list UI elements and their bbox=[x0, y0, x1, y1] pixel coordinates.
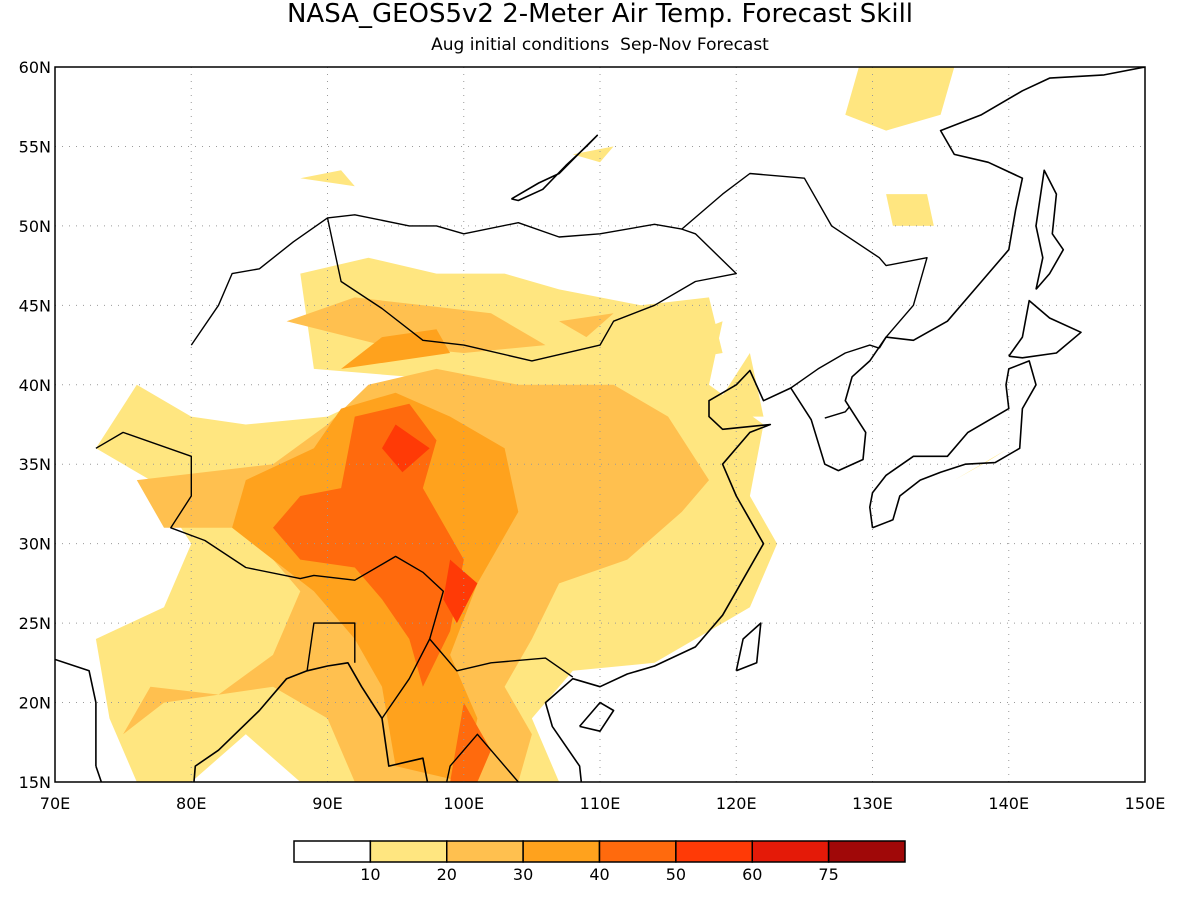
colorbar-label: 30 bbox=[513, 865, 533, 884]
skill-region-level-4 bbox=[273, 403, 464, 687]
coastline bbox=[868, 360, 1037, 529]
plot-frame bbox=[54, 66, 1146, 783]
lat-tick-label: 45N bbox=[19, 296, 51, 315]
lat-tick-label: 55N bbox=[19, 137, 51, 156]
country-border bbox=[445, 733, 520, 782]
coastline bbox=[578, 701, 615, 733]
lat-tick-label: 30N bbox=[19, 535, 51, 554]
coastline bbox=[1035, 169, 1065, 290]
skill-region-level-1 bbox=[300, 170, 355, 187]
colorbar-swatch bbox=[369, 840, 448, 863]
coastline bbox=[735, 622, 762, 672]
colorbar-label: 75 bbox=[818, 865, 838, 884]
skill-region-level-1 bbox=[954, 448, 1009, 481]
colorbar-label: 10 bbox=[360, 865, 380, 884]
colorbar-swatch bbox=[522, 840, 601, 863]
country-border bbox=[790, 344, 880, 389]
lon-tick-label: 90E bbox=[312, 794, 342, 813]
skill-region-level-2 bbox=[286, 297, 546, 353]
lon-tick-label: 130E bbox=[852, 794, 893, 813]
lat-tick-label: 35N bbox=[19, 455, 51, 474]
skill-region-level-5 bbox=[382, 424, 430, 473]
coastline bbox=[55, 623, 97, 767]
coastline-layer bbox=[55, 67, 1145, 782]
lon-tick-label: 140E bbox=[988, 794, 1029, 813]
coastline bbox=[1008, 299, 1082, 359]
country-border bbox=[306, 622, 356, 671]
colorbar-swatch bbox=[675, 840, 754, 863]
country-border bbox=[381, 638, 431, 719]
country-border bbox=[190, 172, 928, 349]
lon-tick-label: 150E bbox=[1125, 794, 1166, 813]
longitude-tick-labels: 70E 80E 90E 100E 110E 120E 130E 140E 150E bbox=[40, 794, 1166, 813]
lat-tick-label: 40N bbox=[19, 376, 51, 395]
colorbar-label: 50 bbox=[666, 865, 686, 884]
skill-shading-layer bbox=[95, 67, 1009, 782]
map-subtitle: Aug initial conditions Sep-Nov Forecast bbox=[431, 35, 769, 55]
coastline bbox=[510, 134, 599, 202]
coastline bbox=[95, 67, 1145, 782]
country-border bbox=[326, 217, 737, 362]
colorbar: 10 20 30 40 50 60 75 bbox=[293, 840, 906, 884]
country-border bbox=[95, 431, 574, 678]
map-title: NASA_GEOS5v2 2-Meter Air Temp. Forecast … bbox=[287, 0, 913, 29]
colorbar-swatch bbox=[751, 840, 830, 863]
lon-tick-label: 100E bbox=[443, 794, 484, 813]
colorbar-label: 40 bbox=[589, 865, 609, 884]
colorbar-swatch bbox=[293, 840, 372, 863]
lat-tick-label: 60N bbox=[19, 58, 51, 77]
colorbar-label: 20 bbox=[437, 865, 457, 884]
skill-region-level-5 bbox=[443, 559, 478, 624]
colorbar-swatch bbox=[446, 840, 524, 863]
skill-region-level-3 bbox=[341, 329, 451, 369]
lat-tick-label: 25N bbox=[19, 614, 51, 633]
skill-region-level-1 bbox=[845, 67, 955, 131]
colorbar-label: 60 bbox=[742, 865, 762, 884]
skill-region-level-1 bbox=[572, 146, 614, 163]
grid-lines bbox=[55, 67, 1145, 782]
country-border bbox=[824, 406, 850, 419]
plot-area bbox=[54, 66, 1146, 783]
skill-region-level-1 bbox=[886, 194, 934, 226]
colorbar-swatch bbox=[827, 840, 906, 863]
lon-tick-label: 110E bbox=[580, 794, 621, 813]
lat-tick-label: 50N bbox=[19, 217, 51, 236]
colorbar-swatch bbox=[598, 840, 677, 863]
lon-tick-label: 120E bbox=[716, 794, 757, 813]
lon-tick-label: 80E bbox=[176, 794, 206, 813]
lon-tick-label: 70E bbox=[40, 794, 70, 813]
lat-tick-label: 15N bbox=[19, 773, 51, 792]
latitude-tick-labels: 15N 20N 25N 30N 35N 40N 45N 50N 55N 60N bbox=[19, 58, 51, 792]
lat-tick-label: 20N bbox=[19, 694, 51, 713]
